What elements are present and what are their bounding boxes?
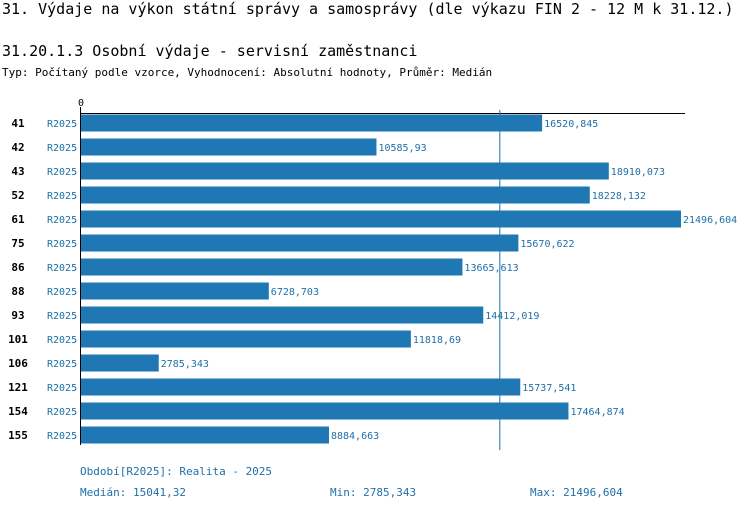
bar	[81, 354, 159, 372]
series-label: R2025	[47, 287, 77, 298]
bar	[81, 114, 543, 132]
series-label: R2025	[47, 263, 77, 274]
bar	[81, 282, 269, 300]
data-label: 15670,622	[520, 239, 574, 250]
series-label: R2025	[47, 431, 77, 442]
data-label: 15737,541	[522, 383, 576, 394]
series-label: R2025	[47, 407, 77, 418]
x-tick-label: 0	[78, 98, 84, 109]
data-label: 14412,019	[485, 311, 539, 322]
category-label: 93	[11, 309, 24, 322]
page-title: 31. Výdaje na výkon státní správy a samo…	[2, 0, 734, 18]
series-label: R2025	[47, 143, 77, 154]
bar	[81, 426, 329, 444]
category-label: 86	[11, 261, 25, 274]
bar-chart: 0 41 R2025 16520,845 42 R2025 10585,93 43 R2025 1…	[8, 98, 737, 450]
footer-period: Období[R2025]: Realita - 2025	[80, 465, 273, 478]
series-label: R2025	[47, 191, 77, 202]
category-label: 106	[8, 357, 28, 370]
category-label: 155	[8, 429, 28, 442]
bar	[81, 138, 377, 156]
footer-max: Max: 21496,604	[530, 486, 623, 499]
series-label: R2025	[47, 167, 77, 178]
data-label: 21496,604	[683, 215, 737, 226]
bar	[81, 402, 569, 420]
category-label: 121	[8, 381, 28, 394]
bar	[81, 378, 521, 396]
bar	[81, 306, 484, 324]
category-label: 154	[8, 405, 28, 418]
series-label: R2025	[47, 119, 77, 130]
bar	[81, 258, 463, 276]
category-label: 61	[11, 213, 25, 226]
series-label: R2025	[47, 311, 77, 322]
series-label: R2025	[47, 335, 77, 346]
series-label: R2025	[47, 239, 77, 250]
data-label: 10585,93	[378, 143, 426, 154]
data-label: 16520,845	[544, 119, 598, 130]
data-label: 6728,703	[271, 287, 319, 298]
data-label: 2785,343	[161, 359, 209, 370]
data-label: 17464,874	[570, 407, 624, 418]
category-label: 88	[11, 285, 24, 298]
bar	[81, 210, 681, 228]
data-label: 13665,613	[464, 263, 518, 274]
series-label: R2025	[47, 215, 77, 226]
category-label: 75	[11, 237, 24, 250]
bar	[81, 162, 609, 180]
series-label: R2025	[47, 359, 77, 370]
category-label: 101	[8, 333, 28, 346]
category-label: 41	[11, 117, 25, 130]
bar	[81, 330, 411, 348]
chart-subtitle: 31.20.1.3 Osobní výdaje - servisní zaměs…	[2, 42, 418, 60]
bar	[81, 234, 519, 252]
chart-type-description: Typ: Počítaný podle vzorce, Vyhodnocení:…	[2, 66, 493, 79]
series-label: R2025	[47, 383, 77, 394]
data-label: 11818,69	[413, 335, 461, 346]
footer-min: Min: 2785,343	[330, 486, 417, 499]
footer-median: Medián: 15041,32	[80, 486, 186, 499]
data-label: 8884,663	[331, 431, 379, 442]
data-label: 18228,132	[592, 191, 646, 202]
data-label: 18910,073	[611, 167, 665, 178]
category-label: 43	[11, 165, 24, 178]
bar	[81, 186, 590, 204]
category-label: 52	[11, 189, 24, 202]
category-label: 42	[11, 141, 24, 154]
